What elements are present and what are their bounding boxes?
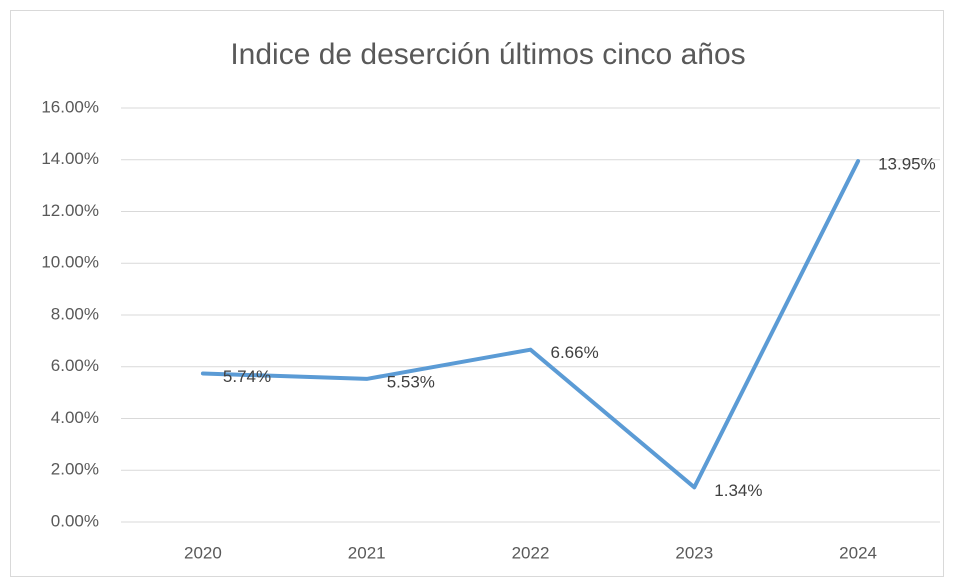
data-label: 5.74% (223, 367, 271, 386)
y-tick-label: 14.00% (41, 149, 99, 168)
x-tick-label: 2022 (512, 543, 550, 562)
data-label: 6.66% (551, 343, 599, 362)
y-tick-label: 6.00% (51, 356, 99, 375)
data-label: 13.95% (878, 155, 936, 174)
y-tick-label: 8.00% (51, 304, 99, 323)
x-tick-label: 2021 (348, 543, 386, 562)
chart-border (10, 10, 944, 577)
y-tick-label: 16.00% (41, 97, 99, 116)
y-tick-label: 0.00% (51, 511, 99, 530)
y-tick-label: 4.00% (51, 408, 99, 427)
x-tick-label: 2024 (839, 543, 877, 562)
y-tick-label: 2.00% (51, 460, 99, 479)
line (200, 159, 861, 490)
x-tick-label: 2020 (184, 543, 222, 562)
data-label: 1.34% (714, 481, 762, 500)
data-label: 5.53% (387, 372, 435, 391)
y-tick-label: 10.00% (41, 253, 99, 272)
chart-title: Indice de deserción últimos cinco años (230, 38, 745, 71)
y-tick-label: 12.00% (41, 201, 99, 220)
x-tick-label: 2023 (675, 543, 713, 562)
